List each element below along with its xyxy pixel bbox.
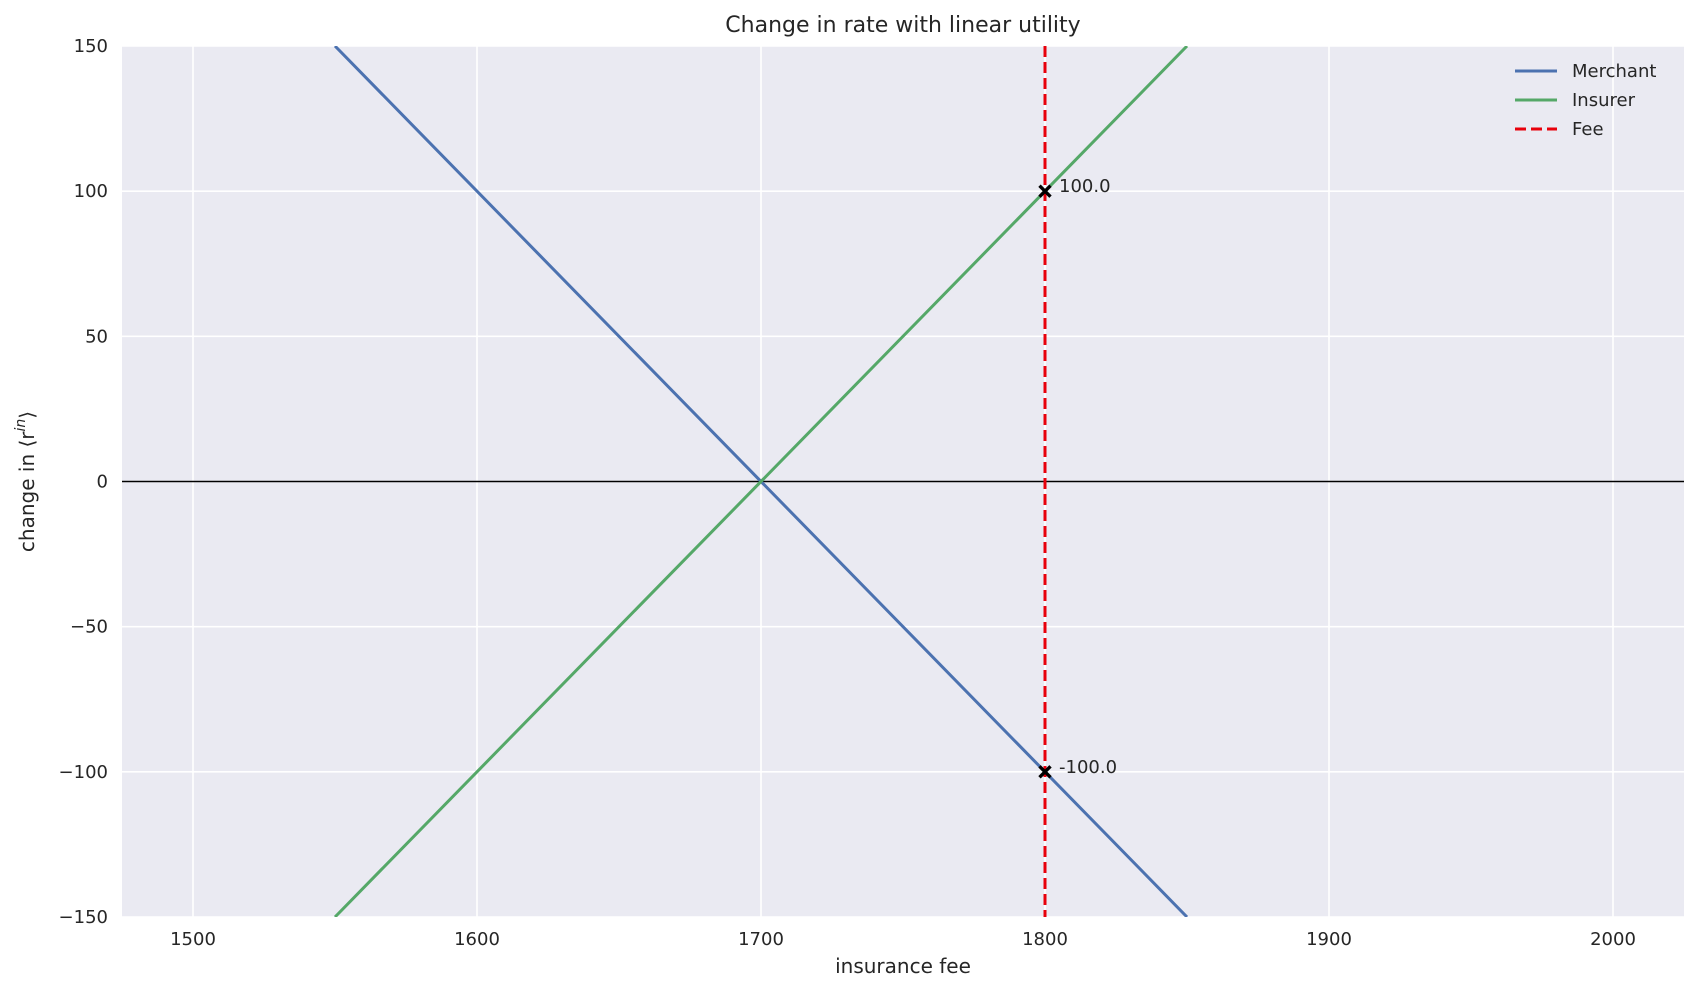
y-tick-label: −100: [59, 762, 108, 783]
data-layer: 100.0 -100.0: [122, 46, 1684, 917]
x-tick-label: 1900: [1306, 929, 1352, 950]
y-axis-label-prefix: change in ⟨r: [15, 431, 39, 552]
y-axis-label-sup: in: [13, 419, 29, 432]
legend-label: Fee: [1572, 119, 1604, 140]
y-tick-label: 50: [85, 326, 108, 347]
legend-item: Merchant: [1515, 61, 1656, 82]
chart-title: Change in rate with linear utility: [725, 13, 1080, 38]
point-marker: [1038, 765, 1052, 779]
legend: Merchant Insurer Fee: [1515, 61, 1656, 140]
legend-item: Insurer: [1515, 90, 1636, 111]
y-tick-label: 100: [74, 181, 108, 202]
y-axis-label: change in ⟨rin⟩: [13, 411, 39, 552]
y-tick-label: 0: [97, 472, 108, 493]
y-tick-label: −50: [70, 617, 108, 638]
y-tick-label: 150: [74, 36, 108, 57]
x-axis-label: insurance fee: [835, 954, 971, 978]
x-tick-label: 1500: [170, 929, 216, 950]
x-axis-ticks: 1500 1600 1700 1800 1900 2000: [170, 929, 1636, 950]
x-tick-label: 1700: [738, 929, 784, 950]
point-annotation: 100.0: [1059, 176, 1111, 197]
y-axis-ticks: 150 100 50 0 −50 −100 −150: [59, 36, 108, 928]
legend-label: Merchant: [1572, 61, 1656, 82]
x-tick-label: 1600: [454, 929, 500, 950]
point-marker: [1038, 184, 1052, 198]
legend-label: Insurer: [1572, 90, 1636, 111]
x-tick-label: 2000: [1590, 929, 1636, 950]
x-tick-label: 1800: [1022, 929, 1068, 950]
point-annotation: -100.0: [1059, 757, 1117, 778]
y-axis-label-suffix: ⟩: [15, 411, 39, 419]
legend-item: Fee: [1515, 119, 1604, 140]
y-tick-label: −150: [59, 907, 108, 928]
